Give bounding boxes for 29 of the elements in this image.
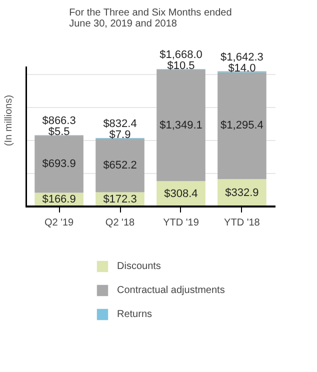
bar xyxy=(156,70,206,182)
data-label: $1,349.1 xyxy=(160,120,202,132)
bar xyxy=(218,72,266,180)
data-label: $652.2 xyxy=(103,159,137,172)
data-label: $166.9 xyxy=(42,194,76,206)
legend-label: Returns xyxy=(117,308,152,320)
x-tick-label: Q2 '19 xyxy=(44,218,74,228)
data-label: $10.5 xyxy=(167,60,195,72)
bar xyxy=(96,138,144,192)
data-label: $332.9 xyxy=(225,186,259,199)
data-label: $693.9 xyxy=(42,158,76,170)
data-label: $7.9 xyxy=(109,128,131,141)
x-tick-label: Q2 '18 xyxy=(105,218,136,228)
legend-label: Discounts xyxy=(117,260,161,272)
legend-label: Contractual adjustments xyxy=(117,284,225,296)
total-label: $1,642.3 xyxy=(220,51,264,64)
bar xyxy=(34,136,84,193)
data-label: $14.0 xyxy=(228,62,256,74)
data-label: $5.5 xyxy=(48,126,70,138)
total-label: $1,668.0 xyxy=(160,49,202,62)
chart-title: For the Three and Six Months ended June 30, 2019 and 2018 xyxy=(69,8,232,30)
total-label: $832.4 xyxy=(103,118,137,130)
y-axis-title: (In millions) xyxy=(4,94,14,146)
data-label: $308.4 xyxy=(164,188,198,200)
data-label: $1,295.4 xyxy=(220,120,264,132)
total-label: $866.3 xyxy=(42,115,76,128)
data-label: $172.3 xyxy=(103,193,137,206)
x-tick-label: YTD '19 xyxy=(163,218,200,228)
x-tick-label: YTD '18 xyxy=(224,218,260,228)
